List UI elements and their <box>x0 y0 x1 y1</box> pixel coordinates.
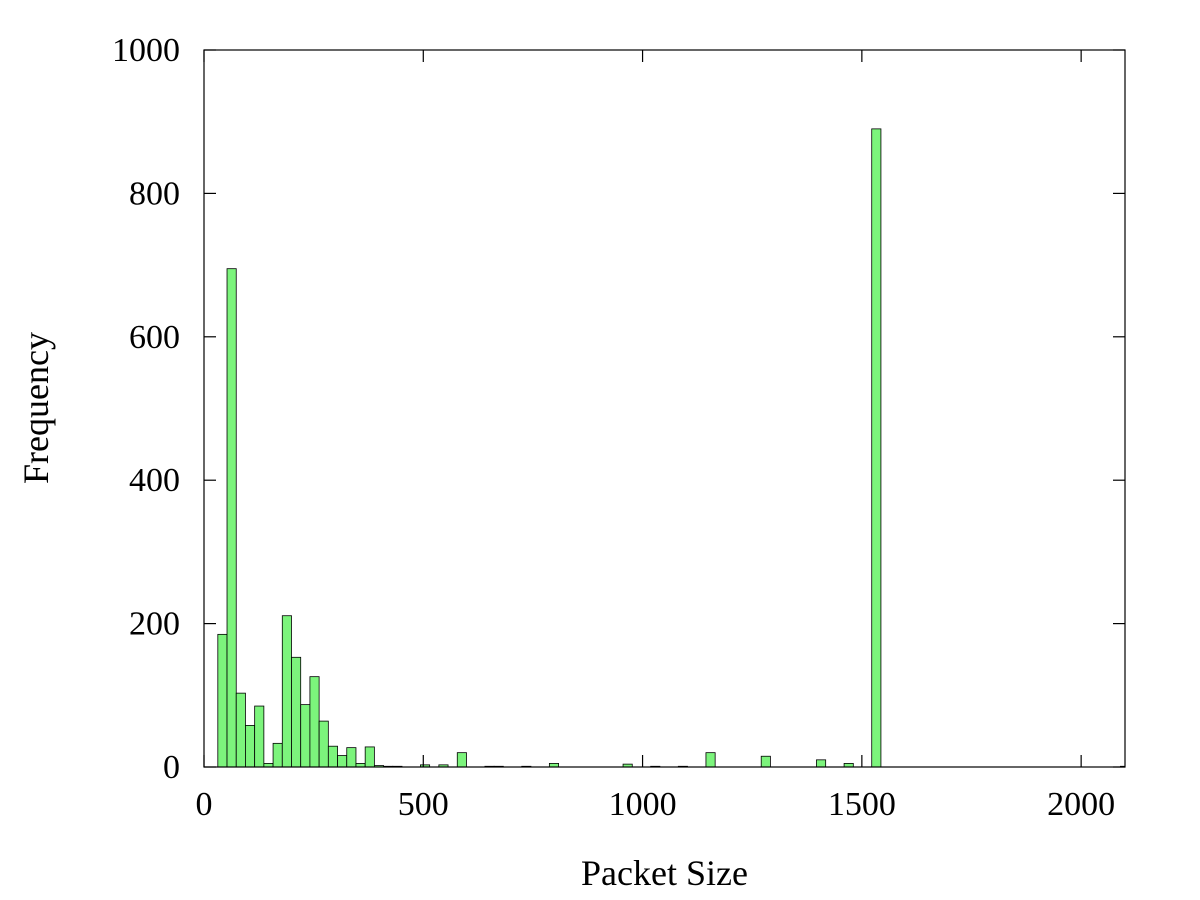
plot-frame <box>203 49 1126 768</box>
y-tick-label-600: 600 <box>129 319 180 356</box>
bar-9 <box>300 704 311 768</box>
tick-labels-group: 0 500 1000 1500 2000 0 200 400 600 800 1000 <box>112 32 1115 823</box>
bar-8 <box>291 656 302 768</box>
bar-0 <box>217 633 228 768</box>
y-tick-label-400: 400 <box>129 462 180 499</box>
y-tick-label-1000: 1000 <box>112 32 180 69</box>
x-tick-label-1000: 1000 <box>609 786 677 823</box>
x-tick-label-2000: 2000 <box>1047 786 1115 823</box>
bar-32 <box>816 759 827 768</box>
x-tick-label-1500: 1500 <box>828 786 896 823</box>
bar-7 <box>281 615 292 768</box>
y-tick-label-0: 0 <box>163 749 180 786</box>
x-tick-label-0: 0 <box>196 786 213 823</box>
bar-6 <box>272 742 283 768</box>
bar-16 <box>364 746 375 768</box>
bar-1 <box>226 268 237 768</box>
bar-13 <box>337 755 348 768</box>
bar-14 <box>346 747 357 768</box>
bar-4 <box>254 705 265 768</box>
x-tick-label-500: 500 <box>398 786 449 823</box>
y-tick-label-800: 800 <box>129 175 180 212</box>
bar-34 <box>871 128 882 768</box>
bar-12 <box>327 745 338 768</box>
bar-3 <box>245 725 256 768</box>
y-tick-label-200: 200 <box>129 606 180 643</box>
x-axis-label: Packet Size <box>581 853 748 893</box>
bar-22 <box>456 752 467 768</box>
bar-2 <box>235 692 246 768</box>
bar-10 <box>309 676 320 768</box>
bar-31 <box>760 755 771 768</box>
bar-30 <box>705 752 716 768</box>
y-axis-label: Frequency <box>16 332 56 484</box>
ticks-group <box>203 49 1125 768</box>
bar-11 <box>318 720 329 768</box>
bars-group <box>217 128 1126 768</box>
